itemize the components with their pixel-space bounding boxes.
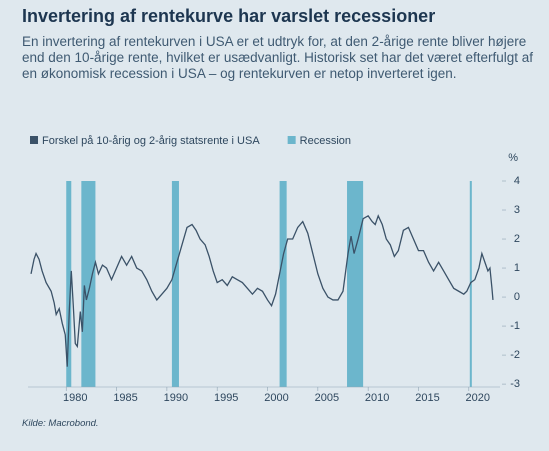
legend-label: Forskel på 10-årig og 2-årig statsrente … bbox=[42, 135, 260, 147]
line-series bbox=[30, 214, 494, 367]
x-tick-label: 2020 bbox=[466, 392, 490, 404]
x-tick-label: 2015 bbox=[415, 392, 439, 404]
recession-band bbox=[66, 181, 72, 387]
x-tick-label: 2010 bbox=[365, 392, 389, 404]
y-tick-label: 4 bbox=[514, 175, 520, 187]
source-note: Kilde: Macrobond. bbox=[22, 418, 99, 429]
y-axis-label: % bbox=[508, 152, 518, 164]
y-tick-label: 0 bbox=[514, 291, 520, 303]
recession-band bbox=[279, 181, 287, 387]
y-tick-label: -1 bbox=[510, 320, 520, 332]
y-tick-label: 2 bbox=[514, 233, 520, 245]
legend-swatch bbox=[287, 136, 296, 144]
recession-band bbox=[347, 181, 364, 387]
x-tick-label: 1995 bbox=[214, 392, 238, 404]
y-tick-label: 1 bbox=[514, 262, 520, 274]
recession-band bbox=[81, 181, 96, 387]
chart-subtitle: En invertering af rentekurven i USA er e… bbox=[22, 34, 534, 81]
x-tick-label: 2000 bbox=[264, 392, 288, 404]
y-tick-label: 3 bbox=[514, 204, 520, 216]
recession-band bbox=[171, 181, 179, 387]
x-tick-label: 2005 bbox=[315, 392, 339, 404]
x-tick-label: 1990 bbox=[164, 392, 188, 404]
x-tick-label: 1980 bbox=[63, 392, 87, 404]
x-tick-label: 1985 bbox=[113, 392, 137, 404]
legend-swatch bbox=[30, 136, 38, 144]
y-tick-label: -3 bbox=[510, 378, 520, 390]
legend-label: Recession bbox=[300, 135, 351, 147]
y-tick-label: -2 bbox=[510, 349, 520, 361]
chart-title: Invertering af rentekurve har varslet re… bbox=[22, 6, 436, 26]
